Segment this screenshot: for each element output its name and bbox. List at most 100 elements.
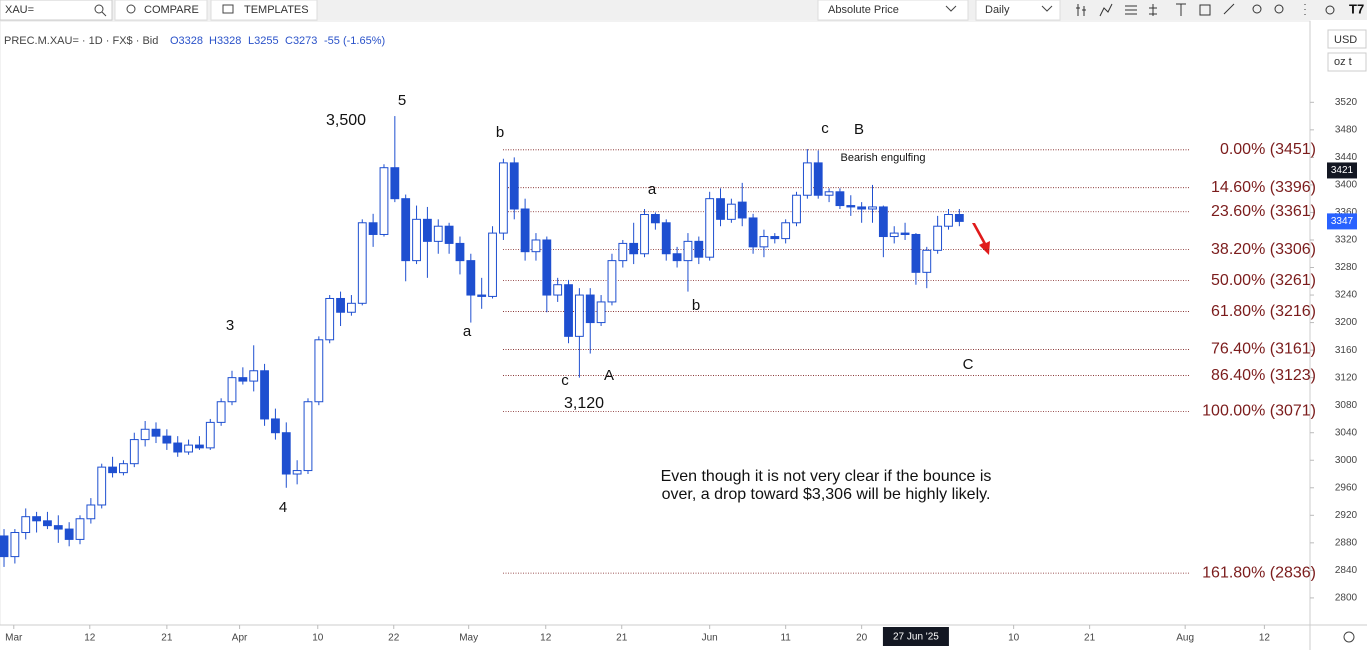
fib-label: 50.00% (3261) bbox=[1211, 272, 1316, 289]
settings-icon[interactable] bbox=[1343, 631, 1355, 643]
wave-label: 5 bbox=[398, 92, 406, 109]
wave-label: 3,120 bbox=[564, 395, 604, 412]
candle-body bbox=[933, 225, 943, 251]
candle-body bbox=[162, 435, 172, 444]
x-tick-label: 10 bbox=[1008, 633, 1020, 644]
wave-label: b bbox=[496, 124, 504, 141]
candle-body bbox=[824, 191, 834, 196]
candle-body bbox=[129, 439, 139, 465]
price-tag-box bbox=[1327, 213, 1357, 230]
candle-body bbox=[488, 232, 497, 297]
wave-label: a bbox=[463, 323, 472, 340]
candle-body bbox=[922, 249, 932, 273]
y-tick-label: 3240 bbox=[1335, 290, 1358, 301]
candle-body bbox=[75, 518, 85, 540]
wave-label: B bbox=[854, 121, 864, 138]
candle-body bbox=[260, 370, 269, 420]
note-text: Even though it is not very clear if the … bbox=[661, 468, 992, 485]
fib-label: 86.40% (3123) bbox=[1211, 367, 1316, 384]
unit[interactable]: oz t bbox=[1334, 56, 1352, 68]
candle-body bbox=[531, 239, 541, 253]
candle-body bbox=[64, 528, 74, 540]
price-mode[interactable]: Absolute Price bbox=[828, 4, 899, 16]
candle-body bbox=[303, 401, 313, 472]
candle-body bbox=[878, 206, 888, 238]
interval[interactable]: Daily bbox=[985, 4, 1010, 16]
candle-body bbox=[422, 218, 432, 242]
candle-body bbox=[357, 222, 367, 304]
candle-body bbox=[498, 162, 508, 234]
templates-label[interactable]: TEMPLATES bbox=[244, 4, 309, 16]
x-tick-label: 12 bbox=[1259, 633, 1271, 644]
compare-button[interactable] bbox=[114, 0, 208, 21]
candle-body bbox=[737, 201, 747, 219]
search-icon[interactable] bbox=[94, 4, 104, 14]
candle-body bbox=[281, 432, 291, 475]
candle-body bbox=[618, 242, 628, 262]
interval-select[interactable] bbox=[975, 0, 1061, 21]
candle-body bbox=[705, 198, 715, 258]
plot-area bbox=[0, 20, 1311, 626]
y-tick-label: 3040 bbox=[1335, 427, 1358, 438]
candle-body bbox=[868, 206, 877, 210]
wave-label: c bbox=[561, 372, 569, 389]
crosshair-date: 27 Jun '25 bbox=[893, 632, 939, 643]
y-tick-label: 2920 bbox=[1335, 510, 1358, 521]
ohlc-low: L3255 bbox=[248, 35, 279, 47]
y-tick-label: 3000 bbox=[1335, 455, 1358, 466]
y-tick-label: 3200 bbox=[1335, 317, 1358, 328]
fib-label: 0.00% (3451) bbox=[1220, 141, 1316, 158]
currency[interactable]: USD bbox=[1334, 34, 1357, 46]
templates-button[interactable] bbox=[210, 0, 318, 21]
candle-body bbox=[857, 206, 867, 210]
price-mode-select[interactable] bbox=[817, 0, 969, 21]
wave-label: A bbox=[604, 367, 614, 384]
x-tick-label: Aug bbox=[1176, 633, 1194, 644]
candle-body bbox=[368, 222, 378, 235]
fib-label: 76.40% (3161) bbox=[1211, 341, 1316, 358]
candle-body bbox=[520, 208, 530, 253]
candle-body bbox=[173, 442, 183, 453]
compare-label[interactable]: COMPARE bbox=[144, 4, 199, 16]
candle-body bbox=[249, 370, 259, 382]
candle-body bbox=[781, 222, 791, 240]
unit-select[interactable] bbox=[1327, 52, 1367, 72]
toolbar-icons[interactable] bbox=[1076, 3, 1335, 17]
brand-logo: T7 bbox=[1349, 1, 1364, 16]
x-tick-label: 21 bbox=[1084, 633, 1096, 644]
currency-select[interactable] bbox=[1327, 29, 1367, 49]
symbol-input[interactable]: XAU= bbox=[5, 4, 34, 16]
candle-body bbox=[607, 260, 617, 303]
candle-body bbox=[954, 214, 964, 222]
symbol-box[interactable] bbox=[0, 0, 113, 21]
x-tick-label: 10 bbox=[312, 633, 324, 644]
candle-body bbox=[683, 240, 693, 262]
x-tick-label: 20 bbox=[856, 633, 868, 644]
candle-body bbox=[748, 217, 758, 248]
candle-body bbox=[108, 466, 117, 474]
candle-body bbox=[694, 240, 704, 258]
search-icon[interactable] bbox=[101, 11, 107, 17]
wave-label: C bbox=[963, 356, 974, 373]
candle-body bbox=[716, 198, 725, 220]
candle-body bbox=[596, 301, 606, 324]
candle-body bbox=[21, 516, 31, 534]
candle-body bbox=[401, 198, 411, 262]
candle-body bbox=[347, 302, 356, 313]
x-tick-label: 22 bbox=[388, 633, 400, 644]
candle-body bbox=[802, 162, 812, 196]
candle-body bbox=[640, 214, 649, 255]
candle-body bbox=[846, 205, 856, 208]
candle-body bbox=[0, 535, 9, 558]
candle-body bbox=[466, 260, 476, 296]
candle-body bbox=[564, 284, 573, 337]
price-tag: 3421 bbox=[1331, 165, 1354, 176]
fib-label: 38.20% (3306) bbox=[1211, 241, 1316, 258]
fib-label: 14.60% (3396) bbox=[1211, 179, 1316, 196]
y-tick-label: 2840 bbox=[1335, 565, 1358, 576]
candle-body bbox=[661, 222, 671, 255]
candle-body bbox=[477, 294, 487, 297]
fib-label: 23.60% (3361) bbox=[1211, 203, 1316, 220]
dropdown-caret bbox=[1041, 5, 1053, 12]
candle-body bbox=[759, 236, 769, 248]
